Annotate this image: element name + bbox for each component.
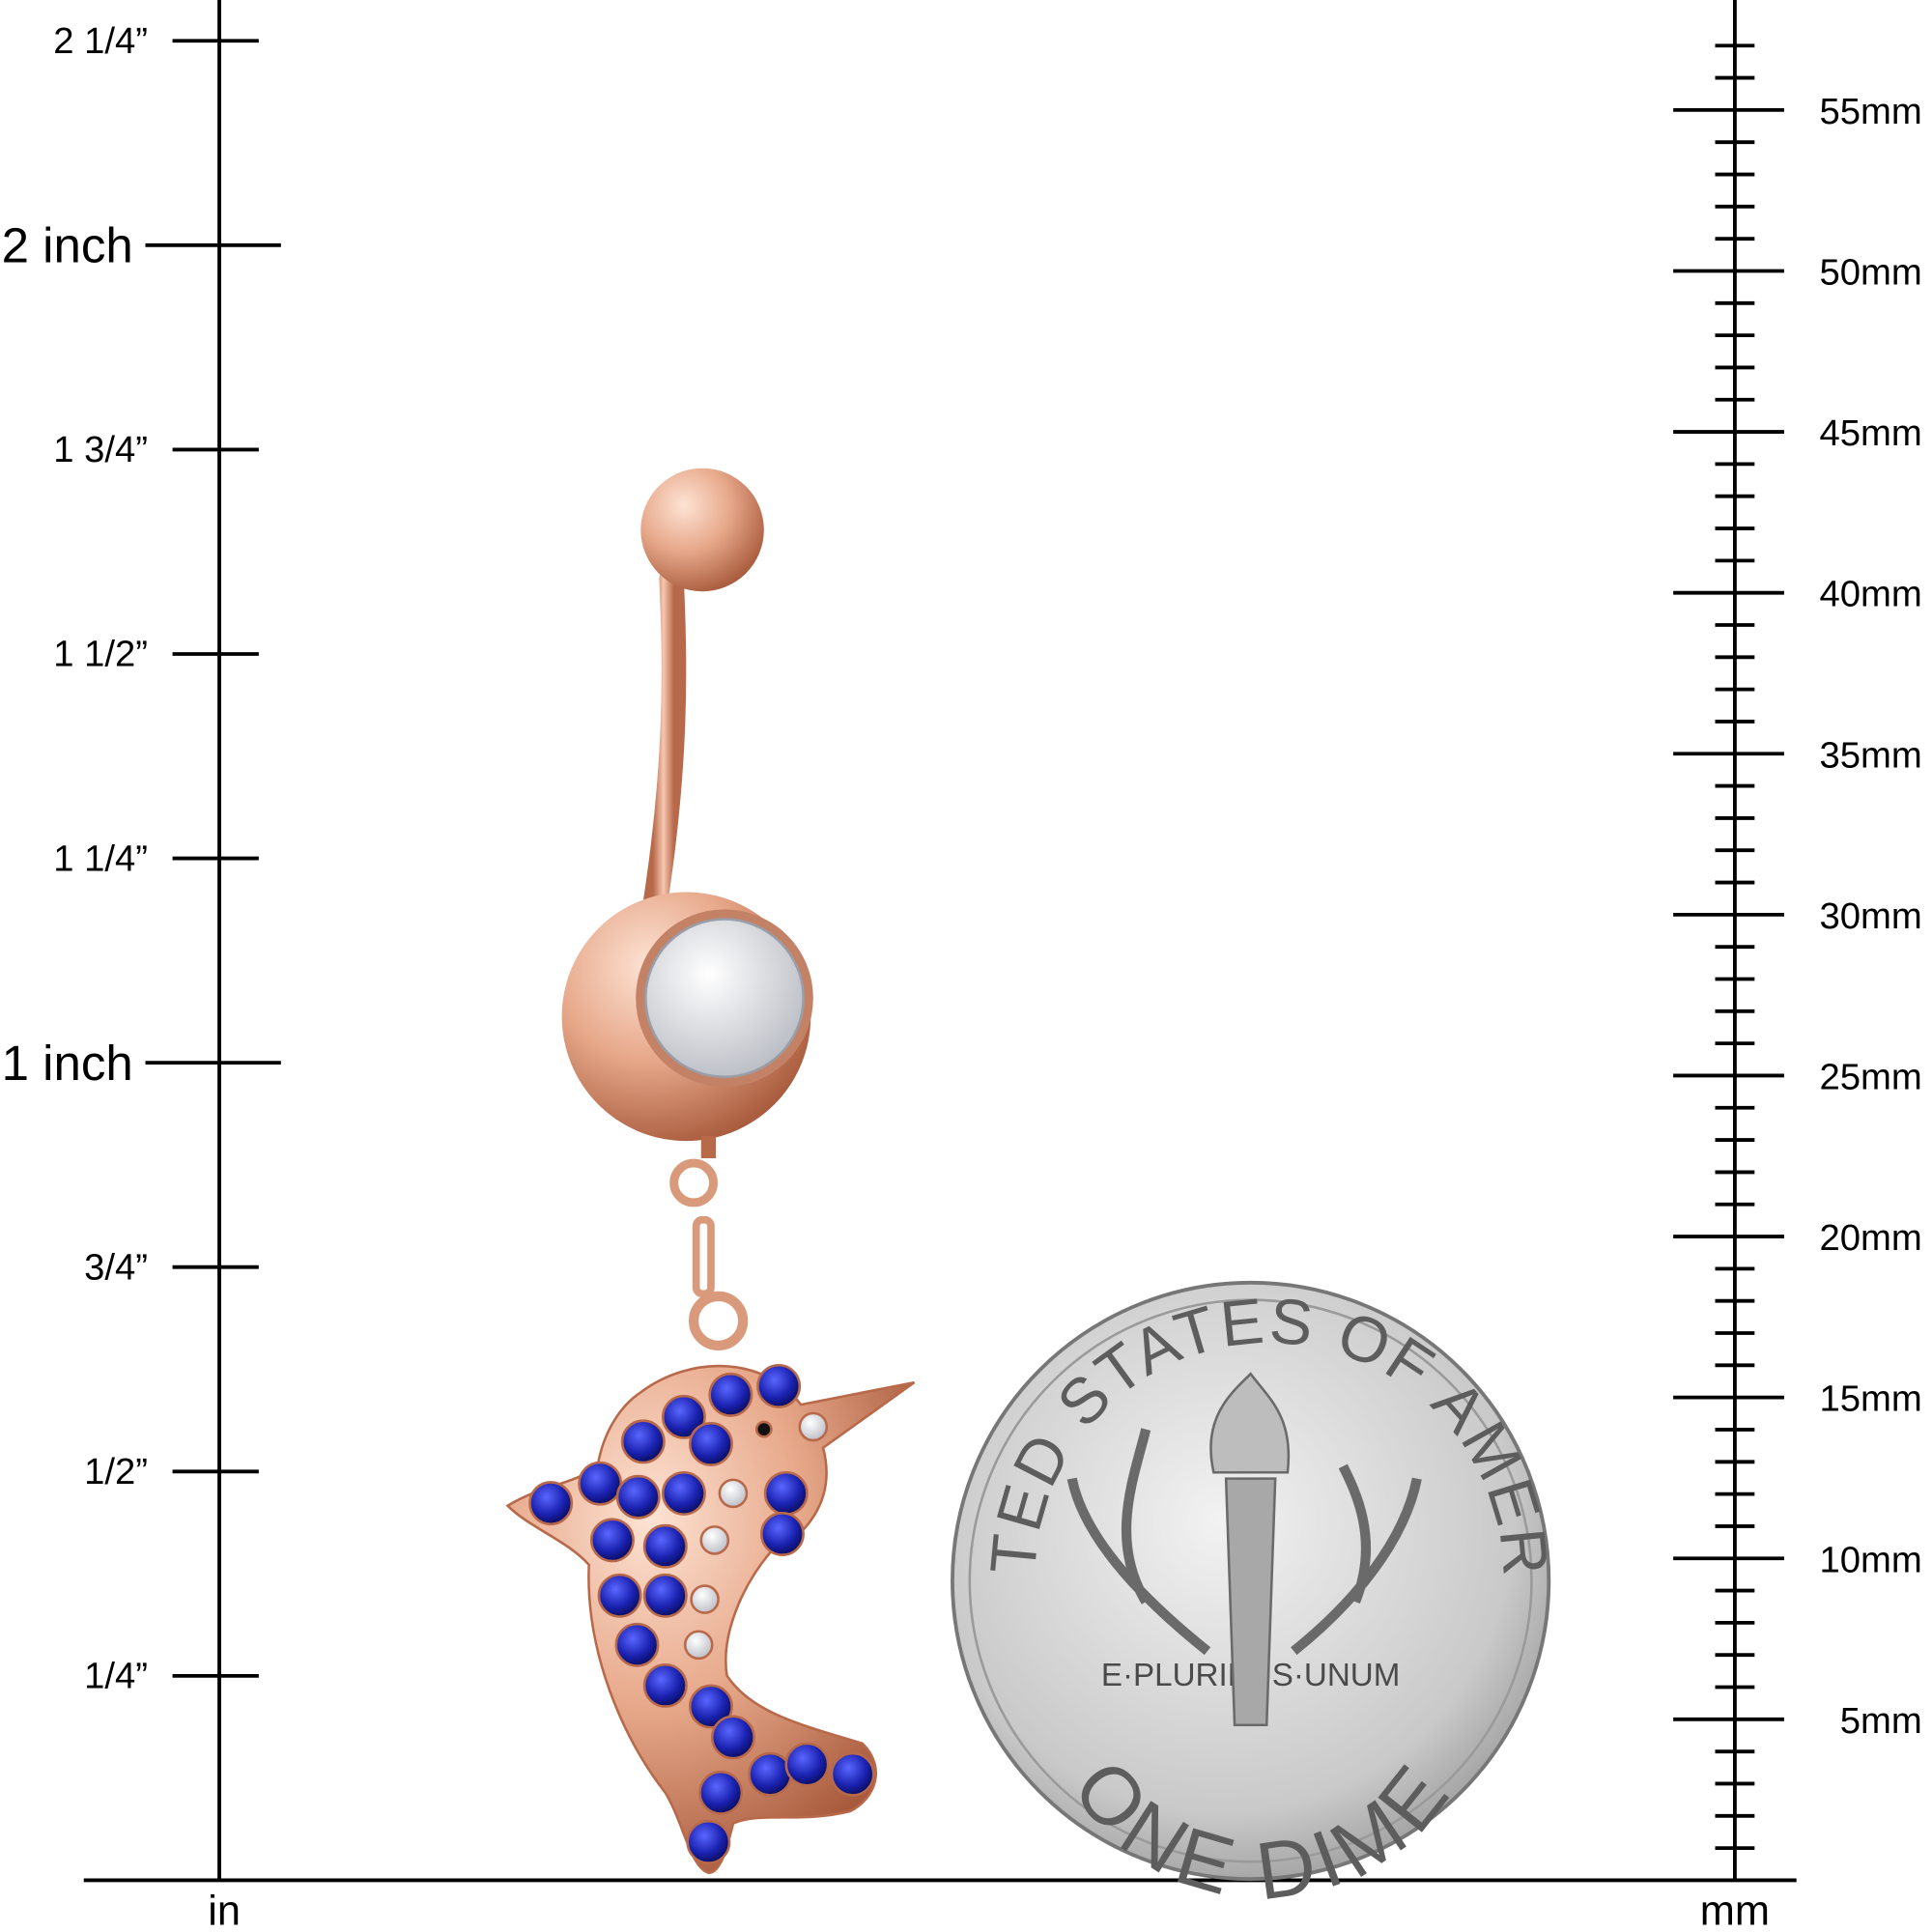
clear-gem bbox=[644, 918, 805, 1079]
oak-branch-icon bbox=[1291, 1463, 1422, 1656]
sapphire-gem bbox=[642, 1662, 688, 1708]
mm-unit-label: mm bbox=[1700, 1888, 1770, 1932]
inch-tick-label: 1 inch bbox=[2, 1036, 133, 1091]
jump-ring-connector bbox=[700, 1136, 717, 1158]
sapphire-gem bbox=[830, 1751, 875, 1797]
mm-tick-label: 50mm bbox=[1820, 252, 1922, 294]
sapphire-gem bbox=[784, 1742, 830, 1787]
mm-tick-label: 25mm bbox=[1820, 1056, 1922, 1097]
sapphire-gem bbox=[710, 1715, 755, 1760]
sapphire-gem bbox=[578, 1461, 623, 1506]
mm-tick-label: 20mm bbox=[1820, 1217, 1922, 1259]
dolphin-eye bbox=[754, 1420, 773, 1438]
sapphire-gem bbox=[698, 1770, 744, 1815]
olive-branch-icon bbox=[1066, 1428, 1211, 1656]
torch-flame-icon bbox=[1209, 1372, 1291, 1474]
coin-top-text: UNITED STATES OF AMERICA bbox=[0, 0, 1559, 1580]
clear-gem-small bbox=[798, 1411, 829, 1442]
inch-tick-label: 1/2” bbox=[84, 1451, 148, 1492]
dolphin-gems bbox=[528, 1363, 875, 1864]
sapphire-gem bbox=[597, 1573, 642, 1618]
clear-gem-small bbox=[718, 1478, 749, 1509]
sapphire-gem bbox=[642, 1523, 688, 1569]
sapphire-gem bbox=[689, 1421, 733, 1466]
inch-ticks: 2 1/4” 2 inch 1 3/4” 1 1/2” 1 1/4” 1 inch 3/4”… bbox=[2, 20, 281, 1697]
inch-tick-label: 1 1/4” bbox=[53, 838, 148, 879]
mm-tick-label: 40mm bbox=[1820, 574, 1922, 615]
mm-tick-label: 45mm bbox=[1820, 412, 1922, 454]
mm-tick-label: 30mm bbox=[1820, 895, 1922, 937]
sapphire-gem bbox=[708, 1372, 753, 1417]
sapphire-gem bbox=[661, 1394, 706, 1439]
top-ball bbox=[640, 468, 764, 592]
sapphire-gem bbox=[615, 1474, 661, 1520]
sapphire-gem bbox=[686, 1819, 731, 1864]
charm-loop bbox=[689, 1291, 749, 1350]
mm-ticks: 55mm 50mm 45mm 40mm 35mm 30mm 25mm 20mm 15mm 10mm… bbox=[1673, 43, 1922, 1851]
inch-tick-label: 1 1/2” bbox=[53, 634, 148, 675]
mm-tick-label: 10mm bbox=[1820, 1539, 1922, 1580]
inch-tick-label: 2 inch bbox=[2, 218, 133, 273]
sapphire-gem bbox=[759, 1512, 805, 1556]
mm-tick-label: 5mm bbox=[1840, 1700, 1922, 1742]
jump-ring bbox=[669, 1158, 718, 1208]
sapphire-gem bbox=[748, 1751, 793, 1797]
ruler-axes: in mm bbox=[83, 0, 1797, 1932]
clear-gem-small bbox=[699, 1525, 730, 1555]
sapphire-gem bbox=[763, 1470, 809, 1516]
coin-inner-rim bbox=[968, 1298, 1533, 1863]
sapphire-gem bbox=[589, 1518, 635, 1563]
inch-tick-label: 1 3/4” bbox=[53, 429, 148, 470]
clear-gem-small bbox=[690, 1584, 720, 1614]
sapphire-gem bbox=[689, 1684, 733, 1729]
sapphire-gem bbox=[642, 1573, 688, 1618]
sapphire-gem bbox=[756, 1363, 802, 1408]
dangle-link bbox=[692, 1215, 715, 1298]
inch-tick-label: 3/4” bbox=[84, 1246, 148, 1288]
clear-gem-small bbox=[683, 1630, 714, 1661]
sapphire-gem bbox=[661, 1470, 706, 1516]
torch-icon bbox=[1224, 1477, 1277, 1726]
inch-unit-label: in bbox=[208, 1888, 241, 1932]
inch-tick-label: 2 1/4” bbox=[53, 20, 148, 62]
coin-top-text-path: UNITED STATES OF AMERICA bbox=[0, 0, 1559, 1580]
sapphire-gem bbox=[528, 1481, 574, 1526]
mm-tick-label: 35mm bbox=[1820, 734, 1922, 776]
sapphire-gem bbox=[620, 1419, 666, 1464]
sapphire-gem bbox=[614, 1622, 660, 1667]
mm-tick-label: 15mm bbox=[1820, 1378, 1922, 1420]
curved-bar bbox=[640, 566, 687, 931]
inch-tick-label: 1/4” bbox=[84, 1656, 148, 1697]
mm-tick-label: 55mm bbox=[1820, 91, 1922, 132]
belly-ring-dolphin bbox=[505, 468, 916, 1875]
